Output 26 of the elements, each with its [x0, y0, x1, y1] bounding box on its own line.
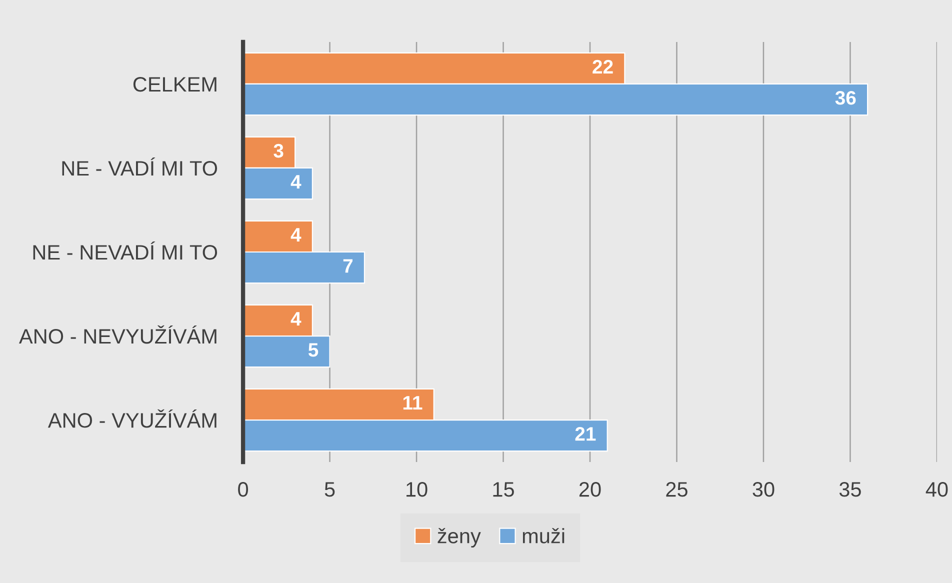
data-label: 11	[403, 396, 422, 410]
data-label: 4	[290, 175, 302, 189]
x-tick-label: 0	[238, 482, 248, 497]
x-tick-label: 20	[579, 482, 601, 497]
y-tick-label: ANO - NEVYUŽÍVÁM	[18, 325, 216, 344]
data-label: 4	[290, 312, 302, 326]
data-label: 22	[592, 60, 613, 74]
y-tick-label: CELKEM	[133, 76, 216, 92]
x-tick-label: 35	[839, 482, 861, 497]
data-label: 36	[835, 90, 856, 105]
data-label: 7	[343, 259, 353, 273]
y-tick-label: ANO - VYUŽÍVÁM	[48, 409, 216, 428]
data-label: 5	[308, 343, 318, 357]
y-tick-label: NE - NEVADÍ MI TO	[33, 241, 218, 260]
legend-label: muži	[522, 528, 564, 544]
legend-label: ženy	[438, 528, 481, 548]
x-tick-label: 25	[666, 482, 688, 497]
x-tick-label: 15	[493, 482, 514, 497]
y-tick-label: NE - VADÍ MI TO	[62, 157, 218, 176]
x-tick-label: 40	[926, 482, 948, 497]
x-tick-label: 5	[324, 482, 335, 497]
data-label: 21	[575, 427, 596, 441]
x-tick-label: 10	[406, 482, 428, 497]
x-tick-label: 30	[752, 482, 774, 497]
data-label: 4	[290, 228, 302, 242]
data-label: 3	[274, 144, 284, 158]
